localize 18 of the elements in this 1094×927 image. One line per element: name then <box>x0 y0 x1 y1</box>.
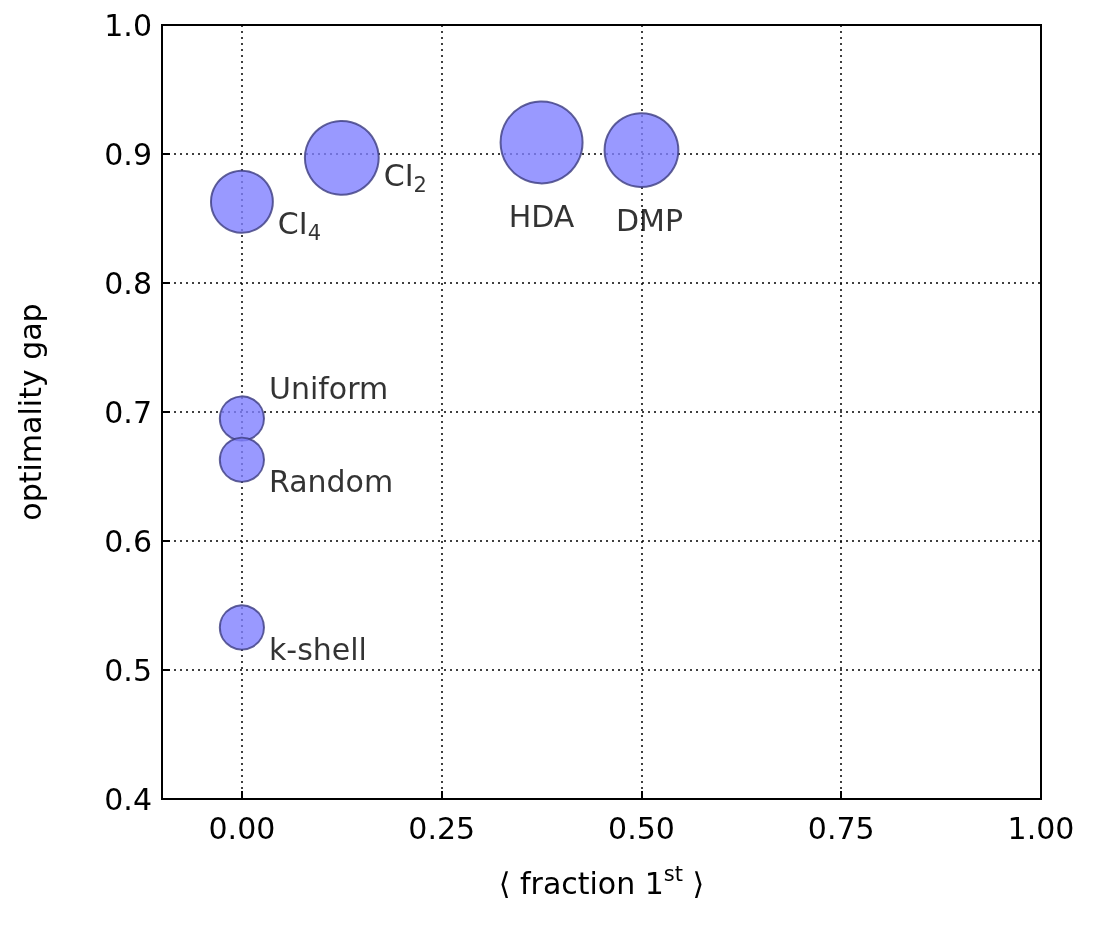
y-tick-label: 0.9 <box>104 136 152 172</box>
x-tick-label: 1.00 <box>1007 810 1075 846</box>
x-tick-label: 0.25 <box>408 810 476 846</box>
series-label: DMP <box>615 202 683 238</box>
y-tick-label: 0.5 <box>104 652 152 688</box>
series-label: k-shell <box>268 631 367 667</box>
y-tick-label: 0.6 <box>104 523 152 559</box>
x-tick-label: 0.75 <box>807 810 875 846</box>
series-label: HDA <box>508 198 575 234</box>
series-label: Random <box>268 464 394 500</box>
y-tick-label: 1.0 <box>104 7 152 43</box>
y-tick-label: 0.4 <box>104 781 152 817</box>
y-tick-label: 0.8 <box>104 265 152 301</box>
series-label: Uniform <box>268 370 389 406</box>
x-tick-label: 0.50 <box>608 810 675 846</box>
x-tick-label: 0.00 <box>208 810 276 846</box>
y-axis-title: optimality gap <box>12 303 48 521</box>
y-tick-label: 0.7 <box>104 394 152 430</box>
